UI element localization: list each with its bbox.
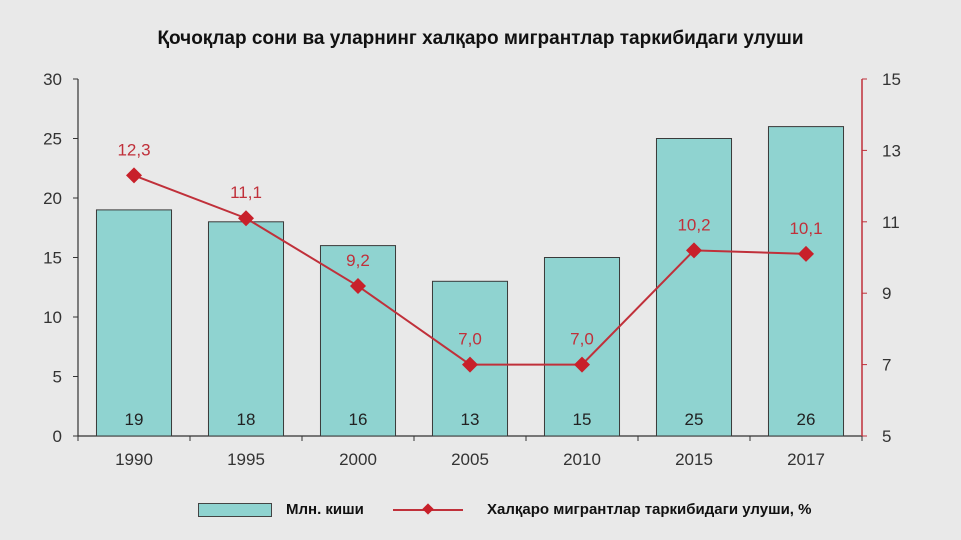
chart-axes: 0 5 10 15 20 25 30 5 7 9 11 13 15 1990 1995 2000 2005 201…	[43, 70, 901, 469]
x-tick-label: 2000	[339, 450, 377, 469]
bar-series	[95, 126, 845, 437]
y-left-tick-label: 5	[53, 368, 62, 387]
y-right-tick-label: 11	[882, 213, 900, 232]
line-series	[126, 167, 814, 373]
bar-value-label: 16	[349, 410, 368, 429]
x-tick-label: 2015	[675, 450, 713, 469]
bar-value-label: 13	[461, 410, 480, 429]
y-left-tick-label: 0	[53, 427, 62, 446]
bar	[543, 257, 621, 437]
x-tick-label: 1995	[227, 450, 265, 469]
y-left-tick-label: 30	[43, 70, 62, 89]
bar-value-label: 25	[685, 410, 704, 429]
line-value-label: 9,2	[346, 251, 370, 270]
legend-marker-icon	[422, 503, 434, 515]
x-tick-label: 2010	[563, 450, 601, 469]
y-right-tick-label: 7	[882, 356, 891, 375]
chart-title: Қочоқлар сони ва уларнинг халқаро мигран…	[157, 28, 804, 49]
bar	[207, 221, 285, 437]
x-tick-label: 1990	[115, 450, 153, 469]
bar-value-label: 19	[125, 410, 144, 429]
line-value-label: 7,0	[570, 330, 594, 349]
bar	[767, 126, 845, 437]
bar-value-label: 15	[573, 410, 592, 429]
bar	[655, 138, 733, 437]
line-point	[462, 356, 478, 373]
y-left-tick-label: 15	[43, 249, 62, 268]
line-value-label: 12,3	[117, 140, 150, 159]
y-right-tick-label: 5	[882, 427, 891, 446]
y-left-tick-label: 10	[43, 308, 62, 327]
bar-value-label: 18	[237, 410, 256, 429]
data-labels: 19 18 16 13 15 25 26 12,3 11,1 9,2 7,0 7,0 10,2 10,1	[117, 140, 822, 429]
line-value-label: 7,0	[458, 330, 482, 349]
line-point	[126, 167, 142, 184]
line-point	[574, 356, 590, 373]
line-point	[350, 278, 366, 295]
line-value-label: 10,1	[789, 219, 822, 238]
y-left-tick-label: 25	[43, 130, 62, 149]
legend-line-label: Халқаро мигрантлар таркибидаги улуши, %	[487, 501, 812, 518]
line-point	[238, 210, 254, 227]
chart-area: 0 5 10 15 20 25 30 5 7 9 11 13 15 1990 1995 2000 2005 201…	[43, 70, 901, 469]
x-tick-label: 2017	[787, 450, 825, 469]
bar-value-label: 26	[797, 410, 816, 429]
bar	[95, 209, 173, 437]
y-left-tick-label: 20	[43, 189, 62, 208]
line-point	[798, 245, 814, 262]
y-right-tick-label: 13	[882, 141, 901, 160]
y-right-tick-label: 9	[882, 284, 891, 303]
chart-legend: Млн. киши Халқаро мигрантлар таркибидаги…	[0, 500, 961, 524]
line-point	[686, 242, 702, 259]
bar	[319, 245, 397, 437]
legend-bar-swatch	[198, 503, 272, 517]
x-tick-label: 2005	[451, 450, 489, 469]
line-value-label: 10,2	[677, 215, 710, 234]
line-value-label: 11,1	[230, 183, 262, 202]
legend-bar-label: Млн. киши	[286, 501, 364, 518]
y-right-tick-label: 15	[882, 70, 901, 89]
